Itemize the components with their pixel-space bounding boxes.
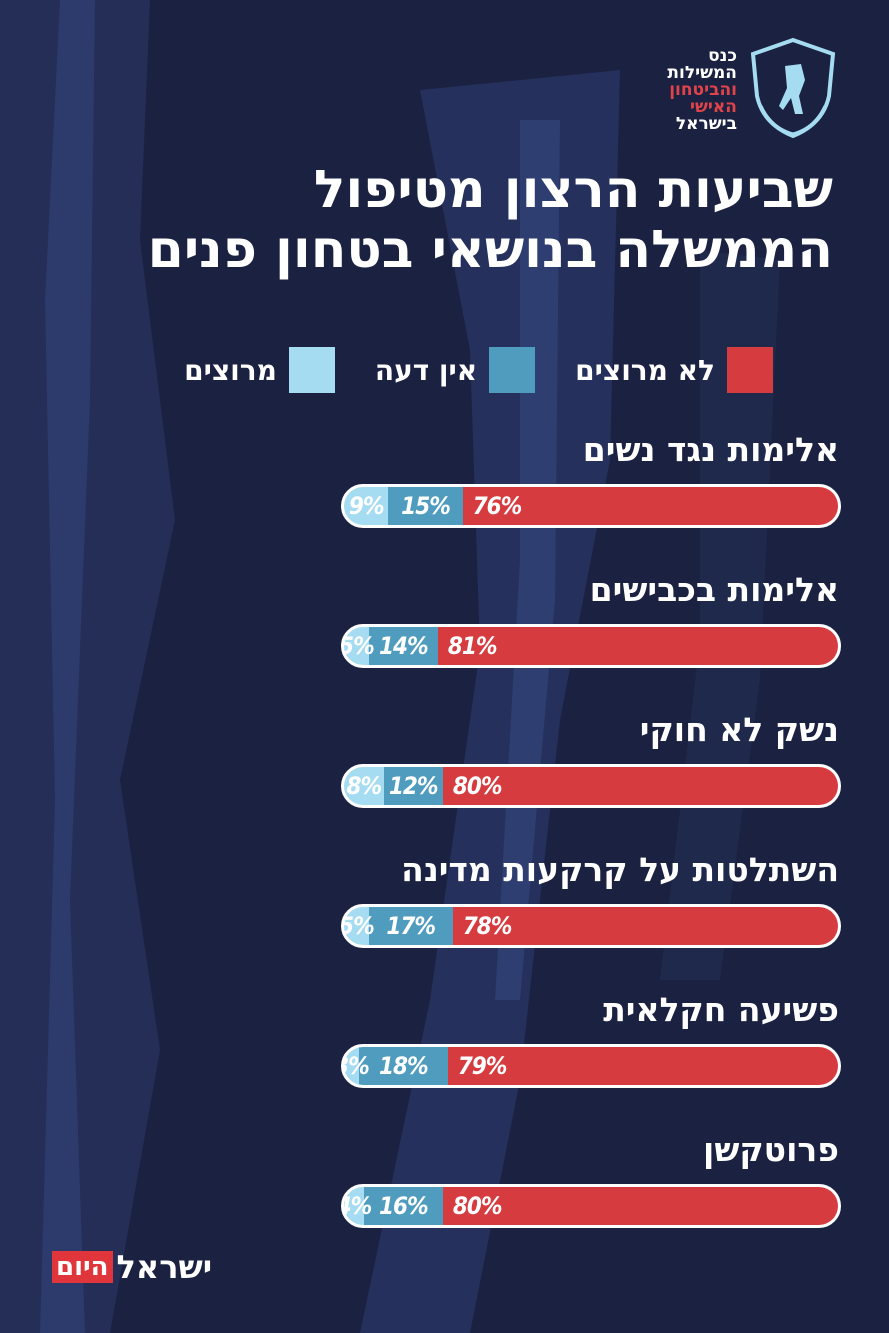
bar-value-label: 12% <box>388 772 439 800</box>
stacked-bar: 80% 16%4% <box>341 1184 841 1228</box>
chart-row: אלימות נגד נשים 76% 15% 9% <box>41 430 841 570</box>
page-title: שביעות הרצון מטיפול הממשלה בנושאי בטחון … <box>53 160 833 280</box>
legend-item-no-opinion: אין דעה <box>374 347 536 393</box>
bar-value-label: 76% <box>472 492 523 520</box>
bar-segment-no-opinion: 18% <box>358 1047 448 1085</box>
bar-segment-no-opinion: 17% <box>368 907 453 945</box>
bar-value-label: 15% <box>401 492 451 520</box>
bar-value-label: 18% <box>378 1052 429 1080</box>
chart-row: אלימות בכבישים 81% 14% 5% <box>41 570 841 710</box>
stacked-bar: 78% 17% 5% <box>341 904 841 948</box>
legend-label: מרוצים <box>184 353 277 387</box>
category-label: השתלטות על קרקעות מדינה <box>401 850 839 889</box>
legend-swatch <box>288 347 335 393</box>
bar-value-label: 80% <box>452 1192 503 1220</box>
logo-line: המשילות <box>667 63 737 83</box>
bar-segment-satisfied: 5% <box>344 907 375 945</box>
bar-segment-not-satisfied: 78% <box>452 907 838 945</box>
legend-label: לא מרוצים <box>575 353 715 387</box>
bar-value-label: 8% <box>346 772 382 800</box>
bar-segment-not-satisfied: 81% <box>437 627 838 665</box>
israel-hayom-logo: ישראל היום <box>52 1248 212 1286</box>
category-label: פרוטקשן <box>703 1130 839 1169</box>
bar-value-label: 3% <box>344 1052 370 1080</box>
brand-box-text: היום <box>52 1251 113 1283</box>
chart-row: פרוטקשן 80% 16%4% <box>41 1130 841 1270</box>
logo-line: כנס <box>708 46 737 66</box>
legend-item-satisfied: מרוצים <box>184 347 335 393</box>
bar-value-label: 9% <box>348 492 385 520</box>
brand-main-text: ישראל <box>116 1248 213 1286</box>
bar-segment-satisfied: 4% <box>344 1187 372 1225</box>
logo-line: והביטחון <box>669 80 737 100</box>
stacked-bar: 76% 15% 9% <box>341 484 841 528</box>
bar-value-label: 4% <box>344 1192 372 1220</box>
category-label: פשיעה חקלאית <box>603 990 839 1029</box>
stacked-bar: 80% 12% 8% <box>341 764 841 808</box>
stacked-bar: 79% 18% 3% <box>341 1044 841 1088</box>
conference-logo: כנס המשילות והביטחון האישי בישראל <box>541 36 841 146</box>
bar-value-label: 16% <box>378 1192 429 1220</box>
bar-value-label: 14% <box>378 632 429 660</box>
bar-segment-not-satisfied: 80% <box>442 767 838 805</box>
shield-emblem-icon <box>750 37 836 139</box>
legend-swatch <box>727 347 773 393</box>
bar-value-label: 79% <box>457 1052 508 1080</box>
chart-legend: לא מרוצים אין דעה מרוצים <box>113 346 773 394</box>
bar-value-label: 81% <box>447 632 498 660</box>
legend-swatch <box>489 347 536 393</box>
logo-line: האישי <box>690 97 737 117</box>
legend-item-not-satisfied: לא מרוצים <box>575 347 773 393</box>
bar-value-label: 5% <box>341 632 375 660</box>
chart-rows: אלימות נגד נשים 76% 15% 9% אלימות בכבישים 81%… <box>41 430 841 1270</box>
bar-segment-satisfied: 5% <box>344 627 375 665</box>
title-line-2: הממשלה בנושאי בטחון פנים <box>147 220 833 280</box>
category-label: אלימות בכבישים <box>589 570 839 609</box>
stacked-bar: 81% 14% 5% <box>341 624 841 668</box>
bar-segment-satisfied: 3% <box>344 1047 370 1085</box>
bar-segment-no-opinion: 15% <box>388 487 463 525</box>
category-label: נשק לא חוקי <box>639 710 839 749</box>
chart-row: נשק לא חוקי 80% 12% 8% <box>41 710 841 850</box>
bar-segment-no-opinion: 14% <box>368 627 438 665</box>
bar-segment-satisfied: 8% <box>344 767 384 805</box>
bar-value-label: 5% <box>341 912 375 940</box>
bar-segment-not-satisfied: 79% <box>447 1047 838 1085</box>
bar-value-label: 80% <box>452 772 503 800</box>
category-label: אלימות נגד נשים <box>582 430 839 469</box>
logo-text: כנס המשילות והביטחון האישי בישראל <box>667 48 737 133</box>
legend-label: אין דעה <box>374 353 478 387</box>
bar-segment-satisfied: 9% <box>344 487 389 525</box>
bar-segment-not-satisfied: 80% <box>442 1187 838 1225</box>
bar-segment-no-opinion: 16% <box>363 1187 443 1225</box>
bar-segment-not-satisfied: 76% <box>462 487 838 525</box>
bar-segment-no-opinion: 12% <box>383 767 443 805</box>
chart-row: פשיעה חקלאית 79% 18% 3% <box>41 990 841 1130</box>
chart-row: השתלטות על קרקעות מדינה 78% 17% 5% <box>41 850 841 990</box>
logo-line: בישראל <box>675 114 737 134</box>
title-line-1: שביעות הרצון מטיפול <box>313 160 833 220</box>
bar-value-label: 78% <box>462 912 513 940</box>
bar-value-label: 17% <box>386 912 436 940</box>
